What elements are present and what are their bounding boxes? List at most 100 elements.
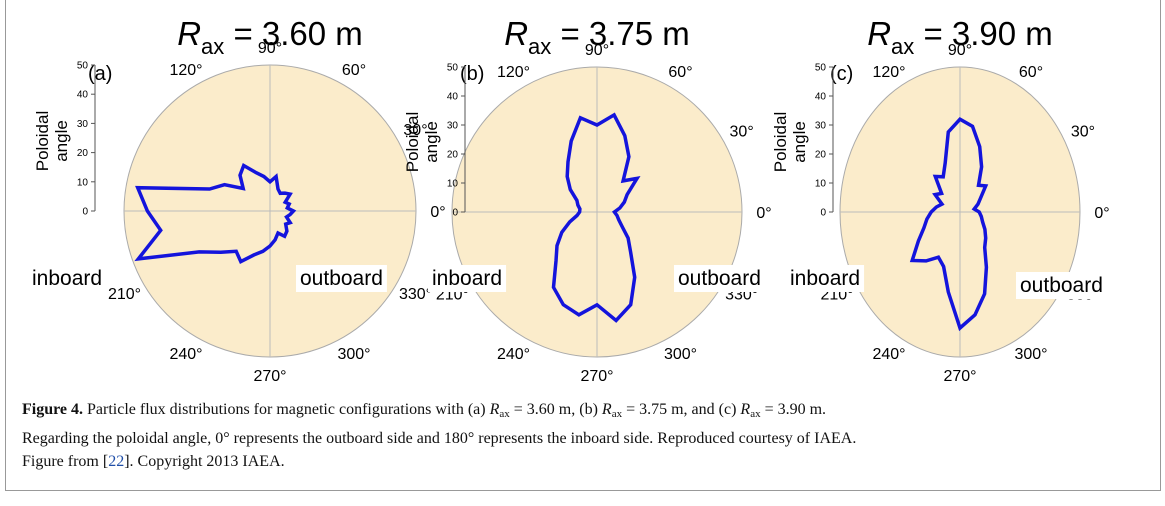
angle-tick-label: 120° — [497, 64, 530, 81]
caption-line: Figure from [22]. Copyright 2013 IAEA. — [22, 450, 856, 474]
radial-tick-label: 0 — [82, 207, 88, 218]
annotation: outboard — [1020, 274, 1103, 297]
radial-axis-label-line: Poloidal — [33, 111, 52, 172]
angle-tick-label: 30° — [730, 124, 754, 141]
panel-title: Rax = 3.60 m — [177, 15, 363, 59]
radial-tick-label: 50 — [815, 63, 827, 74]
radial-axis-label-line: Poloidal — [403, 112, 422, 173]
angle-tick-label: 300° — [1014, 346, 1047, 363]
caption-text: Figure 4. — [22, 401, 84, 418]
radial-axis-label: Poloidalangle — [33, 111, 71, 172]
title-text: = 3.60 m — [224, 15, 363, 52]
panel-title: Rax = 3.90 m — [867, 15, 1053, 59]
angle-tick-label: 30° — [403, 122, 427, 139]
angle-tick-label: 300° — [337, 346, 370, 363]
title-symbol: R — [867, 15, 891, 52]
radial-tick-label: 50 — [447, 63, 459, 74]
radial-tick-label: 30 — [447, 121, 459, 132]
annotation-box — [296, 265, 387, 292]
title-subscript: ax — [528, 34, 551, 59]
radial-tick-label: 20 — [77, 148, 89, 159]
caption-line: Regarding the poloidal angle, 0° represe… — [22, 427, 856, 451]
angle-tick-label: 60° — [668, 64, 692, 81]
angle-tick-label: 60° — [1019, 64, 1043, 81]
annotation: outboard — [300, 267, 383, 290]
angle-tick-label: 300° — [664, 346, 697, 363]
annotation-box — [428, 265, 507, 292]
angle-tick-label: 240° — [169, 346, 202, 363]
angle-tick-label: 90° — [258, 40, 282, 57]
caption-text: R — [601, 401, 612, 418]
radial-tick-label: 10 — [77, 177, 89, 188]
radial-axis-label: Poloidalangle — [403, 112, 441, 173]
annotation-box — [28, 265, 107, 292]
radial-tick-label: 40 — [447, 92, 459, 103]
angle-tick-label: 30° — [1071, 124, 1095, 141]
title-subscript: ax — [891, 34, 914, 59]
figure-frame — [5, 0, 1161, 491]
caption-text: Regarding the poloidal angle, 0° represe… — [22, 429, 857, 447]
caption-text: ax — [750, 408, 761, 420]
radial-axis-label-line: angle — [422, 121, 441, 163]
caption-text: = 3.75 m, and (c) — [622, 401, 741, 418]
angle-tick-label: 120° — [872, 64, 905, 81]
title-text: = 3.75 m — [551, 15, 690, 52]
flux-line — [134, 162, 297, 264]
caption-text: R — [740, 401, 751, 418]
radial-tick-label: 30 — [815, 121, 827, 132]
panel-label: (c) — [830, 63, 853, 85]
title-symbol: R — [504, 15, 528, 52]
radial-tick-label: 10 — [447, 179, 459, 190]
angle-tick-label: 0° — [430, 204, 445, 221]
angle-tick-label: 210° — [108, 286, 141, 303]
caption-text[interactable]: 22 — [108, 453, 125, 470]
angle-tick-label: 90° — [585, 42, 609, 59]
radial-tick-label: 20 — [447, 150, 459, 161]
panel-title: Rax = 3.75 m — [504, 15, 690, 59]
title-text: = 3.90 m — [914, 15, 1053, 52]
radial-tick-label: 40 — [815, 92, 827, 103]
title-subscript: ax — [201, 34, 224, 59]
caption-text: = 3.90 m. — [760, 401, 827, 418]
radial-axis-label: Poloidalangle — [771, 112, 809, 173]
annotation-box — [674, 265, 765, 292]
title-symbol: R — [177, 15, 201, 52]
radial-axis-label-line: angle — [790, 121, 809, 163]
panel-label: (b) — [460, 63, 484, 85]
annotation: inboard — [790, 267, 860, 290]
annotation-box — [1016, 272, 1107, 299]
caption-text: Figure from [ — [22, 453, 109, 470]
caption-text: R — [489, 401, 500, 418]
radial-tick-label: 0 — [820, 208, 826, 219]
angle-tick-label: 90° — [948, 42, 972, 59]
caption-text: Particle flux distributions for magnetic… — [83, 401, 490, 418]
radial-tick-label: 0 — [452, 208, 458, 219]
radial-axis-label-line: angle — [52, 120, 71, 162]
annotation: inboard — [432, 267, 502, 290]
angle-tick-label: 0° — [1094, 205, 1109, 222]
caption-text: ax — [611, 408, 623, 420]
angle-tick-label: 60° — [342, 62, 366, 79]
caption-text: ax — [499, 408, 510, 420]
angle-tick-label: 240° — [497, 346, 530, 363]
caption-line: Figure 4. Particle flux distributions fo… — [22, 398, 856, 427]
caption-text: = 3.60 m, (b) — [509, 401, 602, 418]
angle-tick-label: 330° — [399, 286, 432, 303]
angle-tick-label: 0° — [756, 205, 771, 222]
radial-tick-label: 10 — [815, 179, 827, 190]
annotation: inboard — [32, 267, 102, 290]
panel-label: (a) — [88, 63, 112, 85]
radial-tick-label: 50 — [77, 61, 89, 72]
radial-tick-label: 20 — [815, 150, 827, 161]
flux-line — [551, 112, 641, 323]
annotation-box — [786, 265, 865, 292]
angle-tick-label: 270° — [253, 368, 286, 385]
angle-tick-label: 120° — [169, 62, 202, 79]
angle-tick-label: 270° — [943, 368, 976, 385]
radial-axis-label-line: Poloidal — [771, 112, 790, 173]
flux-line — [909, 116, 989, 332]
caption: Figure 4. Particle flux distributions fo… — [22, 398, 856, 474]
radial-tick-label: 30 — [77, 119, 89, 130]
annotation: outboard — [678, 267, 761, 290]
